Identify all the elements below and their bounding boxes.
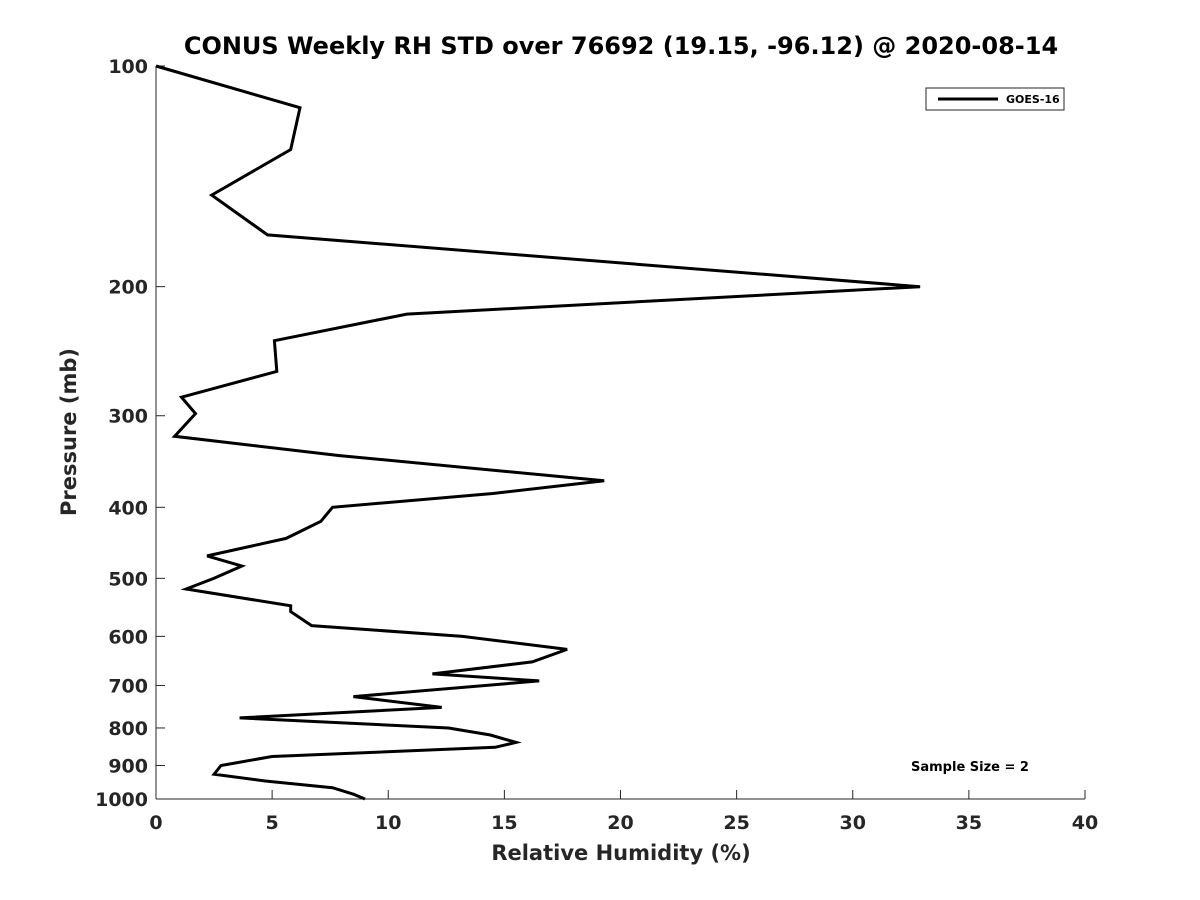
y-tick-label: 600 — [108, 626, 148, 648]
x-tick-label: 0 — [149, 812, 162, 834]
series-layer — [155, 64, 921, 801]
y-tick-label: 100 — [108, 56, 148, 78]
y-tick-label: 200 — [108, 277, 148, 299]
x-tick-label: 10 — [375, 812, 401, 834]
sample-size-annotation: Sample Size = 2 — [911, 760, 1029, 775]
x-tick-label: 40 — [1072, 812, 1098, 834]
y-axis-label: Pressure (mb) — [57, 348, 81, 516]
x-axis-ticks: 0 5 10 15 20 25 30 35 40 — [149, 790, 1098, 834]
chart-title: CONUS Weekly RH STD over 76692 (19.15, -… — [184, 32, 1058, 60]
x-tick-label: 30 — [840, 812, 866, 834]
y-tick-label: 400 — [108, 497, 148, 519]
x-tick-label: 5 — [266, 812, 279, 834]
x-tick-label: 25 — [723, 812, 749, 834]
x-tick-label: 35 — [956, 812, 982, 834]
legend-label-goes-16: GOES-16 — [1006, 93, 1060, 106]
y-tick-label: 1000 — [95, 789, 148, 811]
series-line-goes-16 — [155, 64, 921, 801]
plot-area: 0 5 10 15 20 25 30 35 40 100 200 300 400 500 600 700 80… — [95, 56, 1098, 834]
y-tick-label: 700 — [108, 675, 148, 697]
x-tick-label: 20 — [607, 812, 633, 834]
y-tick-label: 900 — [108, 755, 148, 777]
y-tick-label: 500 — [108, 568, 148, 590]
y-tick-label: 800 — [108, 718, 148, 740]
x-tick-label: 15 — [491, 812, 517, 834]
x-axis-label: Relative Humidity (%) — [491, 841, 750, 865]
legend: GOES-16 — [925, 87, 1065, 111]
y-axis-ticks: 100 200 300 400 500 600 700 800 900 1000 — [95, 56, 165, 811]
y-tick-label: 300 — [108, 406, 148, 428]
